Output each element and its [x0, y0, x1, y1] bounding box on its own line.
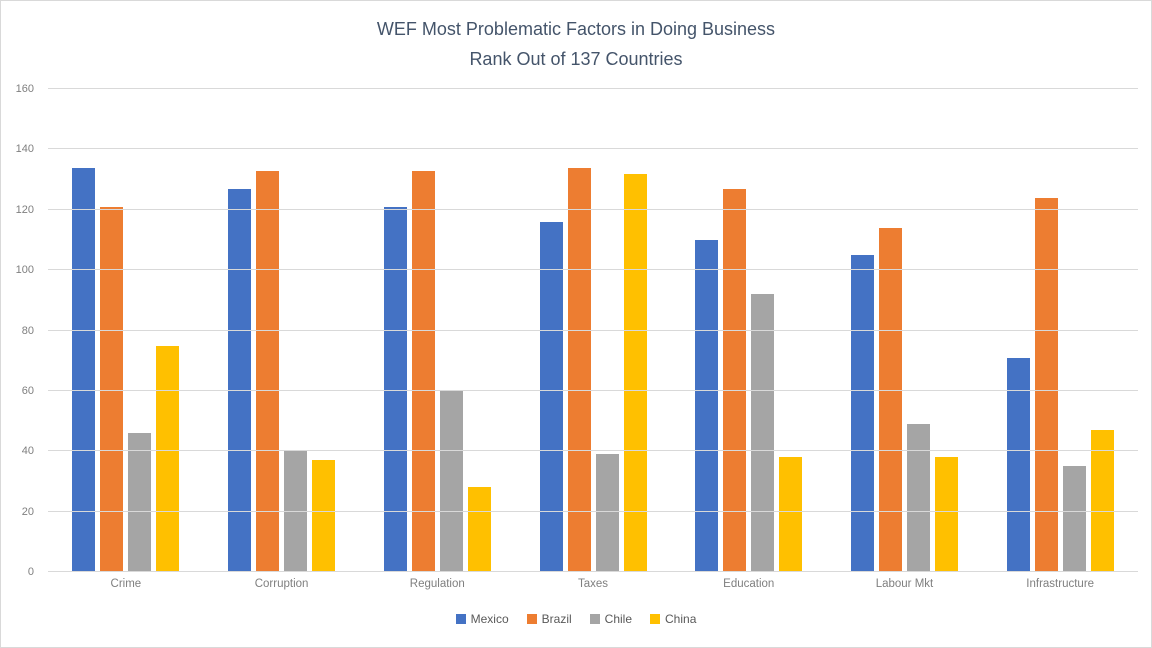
bar-mexico-education — [695, 239, 719, 572]
legend-item-mexico: Mexico — [455, 612, 509, 626]
bar-china-labour-mkt — [934, 457, 958, 572]
bar-chile-crime — [128, 433, 152, 572]
x-tick-label-education: Education — [723, 578, 775, 590]
y-tick-label-20: 20 — [21, 505, 34, 518]
y-tick-label-80: 80 — [21, 324, 34, 337]
legend-label-mexico: Mexico — [470, 612, 509, 626]
chart-title: WEF Most Problematic Factors in Doing Bu… — [376, 19, 776, 39]
legend-item-chile: Chile — [589, 612, 633, 626]
gridline-60 — [48, 389, 1138, 391]
bar-china-education — [779, 457, 803, 572]
x-tick-label-regulation: Regulation — [409, 578, 465, 590]
x-tick-label-crime: Crime — [110, 578, 142, 590]
bar-brazil-taxes — [567, 167, 591, 572]
bar-china-crime — [156, 345, 180, 572]
bar-mexico-taxes — [539, 221, 563, 572]
legend: Mexico Brazil Chile China — [0, 612, 1152, 626]
bar-brazil-corruption — [256, 170, 280, 572]
bar-mexico-infrastructure — [1006, 357, 1030, 572]
bar-chile-labour-mkt — [906, 424, 930, 572]
gridline-80 — [48, 329, 1138, 331]
bar-brazil-regulation — [411, 170, 435, 572]
bar-mexico-regulation — [383, 206, 407, 572]
bar-brazil-education — [723, 188, 747, 572]
gridline-120 — [48, 208, 1138, 210]
legend-item-brazil: Brazil — [526, 612, 572, 626]
bar-group-taxes — [515, 89, 671, 572]
bar-brazil-infrastructure — [1034, 197, 1058, 572]
y-tick-label-0: 0 — [27, 566, 34, 578]
bar-china-corruption — [312, 460, 336, 572]
gridline-100 — [48, 269, 1138, 271]
legend-swatch-mexico — [455, 614, 466, 624]
bar-mexico-corruption — [228, 188, 252, 572]
bar-group-labour-mkt — [827, 89, 983, 572]
bar-groups — [48, 89, 1138, 572]
bar-group-regulation — [359, 89, 515, 572]
y-tick-label-160: 160 — [15, 83, 34, 95]
x-tick-label-taxes: Taxes — [577, 578, 609, 590]
bar-chile-corruption — [284, 451, 308, 572]
gridline-140 — [48, 148, 1138, 150]
x-tick-label-infrastructure: Infrastructure — [1026, 578, 1095, 590]
bar-mexico-crime — [72, 167, 96, 572]
legend-swatch-chile — [589, 614, 600, 624]
y-axis: 0 20 40 60 80 100 120 140 160 — [0, 83, 40, 578]
legend-item-china: China — [650, 612, 696, 626]
x-axis: Crime Corruption Regulation Taxes Education L… — [48, 578, 1138, 596]
bar-china-taxes — [623, 173, 647, 572]
y-tick-label-120: 120 — [15, 203, 34, 216]
gridline-0 — [48, 571, 1138, 572]
y-tick-label-100: 100 — [15, 264, 34, 277]
bar-mexico-labour-mkt — [850, 255, 874, 572]
plot-area — [48, 88, 1138, 572]
bar-group-infrastructure — [982, 89, 1138, 572]
bar-chile-infrastructure — [1062, 466, 1086, 572]
legend-label-china: China — [665, 612, 697, 626]
y-tick-label-60: 60 — [21, 384, 34, 397]
bar-group-corruption — [204, 89, 360, 572]
x-tick-label-corruption: Corruption — [254, 578, 309, 590]
bar-china-infrastructure — [1090, 430, 1114, 572]
y-tick-label-140: 140 — [15, 143, 34, 156]
legend-label-brazil: Brazil — [541, 612, 572, 626]
legend-swatch-china — [650, 614, 661, 624]
chart-subtitle: Rank Out of 137 Countries — [469, 49, 683, 69]
bar-brazil-labour-mkt — [878, 227, 902, 572]
bar-group-crime — [48, 89, 204, 572]
gridline-160 — [48, 88, 1138, 89]
bar-china-regulation — [467, 487, 491, 572]
gridline-20 — [48, 510, 1138, 512]
bar-chile-education — [751, 294, 775, 572]
bar-chile-regulation — [439, 390, 463, 572]
legend-label-chile: Chile — [604, 612, 633, 626]
bar-brazil-crime — [100, 206, 124, 572]
legend-swatch-brazil — [526, 614, 537, 624]
bar-group-education — [671, 89, 827, 572]
bar-chile-taxes — [595, 454, 619, 572]
x-tick-label-labour-mkt: Labour Mkt — [875, 578, 934, 590]
gridline-40 — [48, 450, 1138, 452]
y-tick-label-40: 40 — [21, 445, 34, 458]
